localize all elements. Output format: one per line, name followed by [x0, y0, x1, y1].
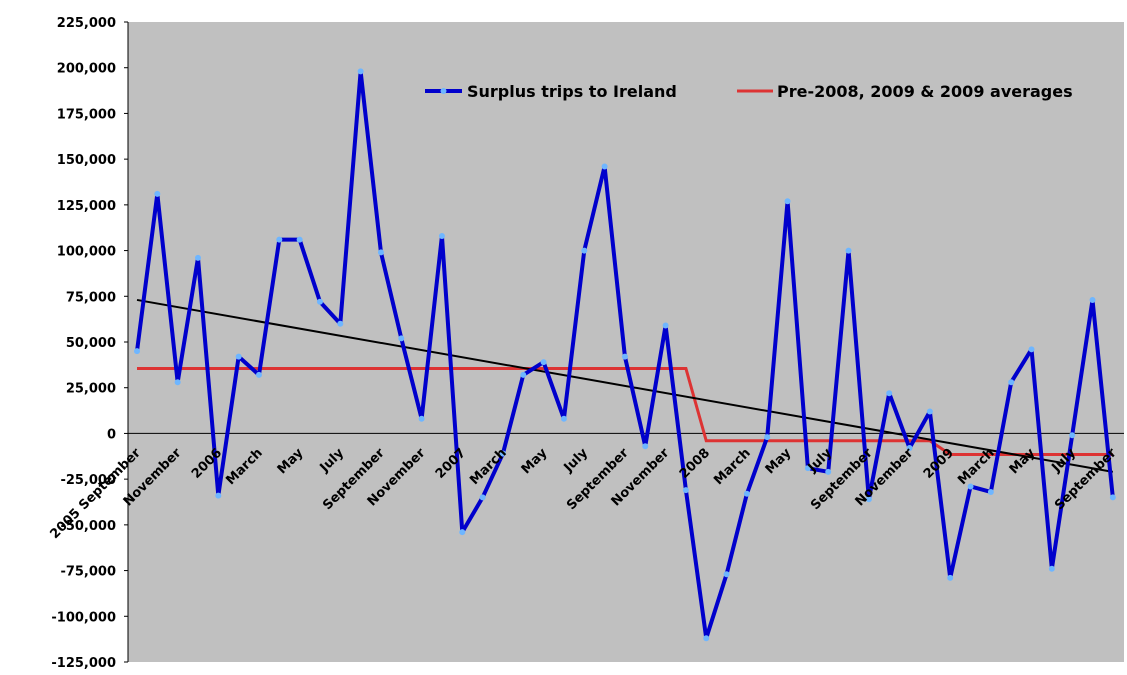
surplus-data-point — [642, 443, 649, 450]
surplus-data-point — [418, 415, 425, 422]
surplus-data-point — [296, 236, 303, 243]
surplus-data-point — [499, 450, 506, 457]
y-tick-label: 0 — [107, 427, 116, 442]
plot-area — [128, 22, 1124, 662]
y-tick-label: -125,000 — [51, 656, 116, 671]
surplus-data-point — [1069, 432, 1076, 439]
surplus-data-point — [581, 247, 588, 254]
surplus-data-point — [1089, 296, 1096, 303]
surplus-data-point — [1109, 494, 1116, 501]
surplus-data-point — [703, 635, 710, 642]
surplus-data-point — [682, 487, 689, 494]
trend-line — [136, 298, 1114, 473]
surplus-data-point — [601, 163, 608, 170]
y-tick-label: -75,000 — [60, 565, 116, 580]
y-tick-label: 50,000 — [66, 336, 116, 351]
legend: Surplus trips to Ireland Pre-2008, 2009 … — [425, 82, 1073, 101]
surplus-data-point — [1028, 346, 1035, 353]
surplus-data-point — [886, 390, 893, 397]
surplus-data-point — [479, 494, 486, 501]
surplus-data-point — [906, 445, 913, 452]
surplus-data-point — [357, 68, 364, 75]
surplus-data-point — [215, 492, 222, 499]
y-tick-label: 225,000 — [57, 16, 116, 31]
surplus-data-point — [459, 529, 466, 536]
surplus-data-point — [154, 190, 161, 197]
y-tick-label: -25,000 — [60, 473, 116, 488]
surplus-data-point — [947, 574, 954, 581]
surplus-data-point — [276, 236, 283, 243]
surplus-data-point — [784, 198, 791, 205]
surplus-data-point — [337, 320, 344, 327]
surplus-data-point — [194, 254, 201, 261]
surplus-data-point — [438, 232, 445, 239]
y-tick-label: 125,000 — [57, 199, 116, 214]
surplus-data-point — [865, 496, 872, 503]
surplus-data-point — [1008, 379, 1015, 386]
surplus-data-point — [255, 371, 262, 378]
y-tick-label: 100,000 — [57, 245, 116, 260]
y-tick-label: 200,000 — [57, 62, 116, 77]
surplus-data-point — [1048, 565, 1055, 572]
surplus-data-point — [560, 415, 567, 422]
legend-label-surplus: Surplus trips to Ireland — [467, 82, 677, 101]
surplus-data-point — [926, 408, 933, 415]
surplus-data-point — [316, 298, 323, 305]
surplus-data-point — [134, 348, 140, 355]
surplus-data-point — [987, 488, 994, 495]
y-tick-label: 25,000 — [66, 382, 116, 397]
surplus-data-point — [174, 379, 181, 386]
y-tick-label: -100,000 — [51, 610, 116, 625]
surplus-data-point — [377, 249, 384, 256]
surplus-data-point — [743, 490, 750, 497]
averages-line — [137, 367, 1113, 456]
surplus-data-point — [825, 468, 832, 475]
y-tick-label: 75,000 — [66, 290, 116, 305]
surplus-data-point — [845, 247, 852, 254]
surplus-data-point — [520, 371, 527, 378]
surplus-data-point — [804, 465, 811, 472]
y-axis: 225,000 200,000 175,000 150,000 125,000 100,0… — [51, 16, 129, 671]
surplus-data-point — [967, 483, 974, 490]
surplus-data-point — [540, 359, 547, 366]
surplus-data-point — [235, 353, 242, 360]
surplus-data-point — [723, 571, 730, 578]
legend-label-averages: Pre-2008, 2009 & 2009 averages — [777, 82, 1073, 101]
legend-marker-surplus — [440, 88, 447, 94]
surplus-data-point — [398, 335, 405, 342]
surplus-data-point — [764, 434, 771, 441]
y-tick-label: -50,000 — [60, 519, 116, 534]
y-tick-label: 175,000 — [57, 107, 116, 122]
y-tick-label: 150,000 — [57, 153, 116, 168]
surplus-data-point — [662, 322, 669, 329]
surplus-data-point — [621, 353, 628, 360]
series-layer — [134, 68, 1116, 642]
